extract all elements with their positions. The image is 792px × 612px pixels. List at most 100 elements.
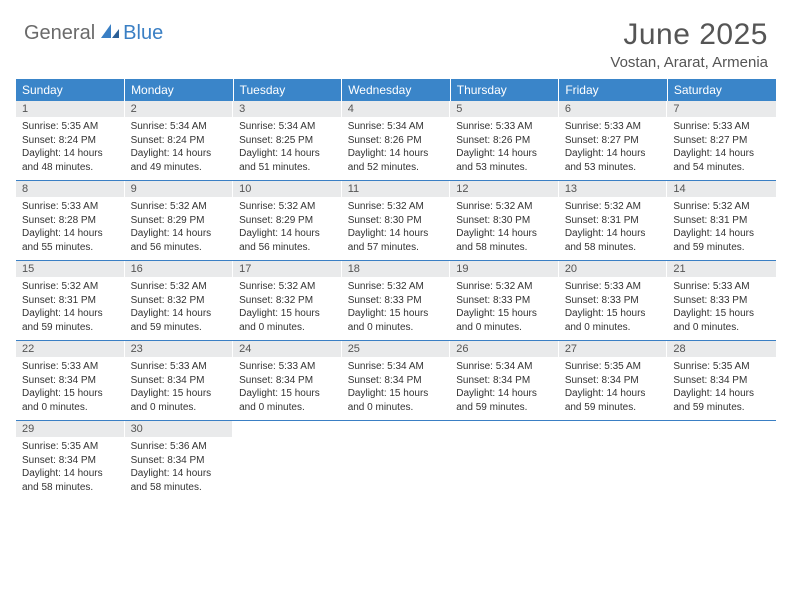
daylight-line: Daylight: 14 hours and 51 minutes. <box>239 147 336 174</box>
daylight-line: Daylight: 15 hours and 0 minutes. <box>456 307 553 334</box>
day-number: 11 <box>342 181 451 197</box>
day-body: Sunrise: 5:35 AMSunset: 8:34 PMDaylight:… <box>16 437 125 500</box>
sunset-line: Sunset: 8:31 PM <box>22 294 119 308</box>
sunrise-line: Sunrise: 5:34 AM <box>348 360 445 374</box>
sunset-line: Sunset: 8:34 PM <box>673 374 770 388</box>
day-body: Sunrise: 5:32 AMSunset: 8:30 PMDaylight:… <box>342 197 451 260</box>
weekday-header: Tuesday <box>233 79 342 101</box>
day-cell: 27Sunrise: 5:35 AMSunset: 8:34 PMDayligh… <box>559 341 668 421</box>
day-body: Sunrise: 5:32 AMSunset: 8:32 PMDaylight:… <box>233 277 342 340</box>
daylight-line: Daylight: 14 hours and 53 minutes. <box>565 147 662 174</box>
day-number: 22 <box>16 341 125 357</box>
day-body: Sunrise: 5:33 AMSunset: 8:33 PMDaylight:… <box>667 277 776 340</box>
sunset-line: Sunset: 8:33 PM <box>673 294 770 308</box>
weekday-header: Friday <box>559 79 668 101</box>
sunrise-line: Sunrise: 5:33 AM <box>565 280 662 294</box>
day-cell: 8Sunrise: 5:33 AMSunset: 8:28 PMDaylight… <box>16 181 125 261</box>
sunset-line: Sunset: 8:24 PM <box>131 134 228 148</box>
daylight-line: Daylight: 14 hours and 57 minutes. <box>348 227 445 254</box>
day-body: Sunrise: 5:32 AMSunset: 8:31 PMDaylight:… <box>16 277 125 340</box>
day-number: 30 <box>125 421 234 437</box>
day-cell: 7Sunrise: 5:33 AMSunset: 8:27 PMDaylight… <box>667 101 776 181</box>
logo: General Blue <box>24 22 163 45</box>
weekday-header: Sunday <box>16 79 125 101</box>
sunset-line: Sunset: 8:34 PM <box>239 374 336 388</box>
day-body: Sunrise: 5:35 AMSunset: 8:24 PMDaylight:… <box>16 117 125 180</box>
sunrise-line: Sunrise: 5:33 AM <box>673 280 770 294</box>
sunset-line: Sunset: 8:27 PM <box>565 134 662 148</box>
day-cell: 5Sunrise: 5:33 AMSunset: 8:26 PMDaylight… <box>450 101 559 181</box>
sunrise-line: Sunrise: 5:32 AM <box>348 280 445 294</box>
day-cell: 21Sunrise: 5:33 AMSunset: 8:33 PMDayligh… <box>667 261 776 341</box>
logo-sail-icon <box>99 22 121 45</box>
sunrise-line: Sunrise: 5:32 AM <box>131 280 228 294</box>
day-number: 27 <box>559 341 668 357</box>
day-cell: 24Sunrise: 5:33 AMSunset: 8:34 PMDayligh… <box>233 341 342 421</box>
daylight-line: Daylight: 15 hours and 0 minutes. <box>565 307 662 334</box>
sunrise-line: Sunrise: 5:32 AM <box>565 200 662 214</box>
day-number: 21 <box>667 261 776 277</box>
day-cell: 22Sunrise: 5:33 AMSunset: 8:34 PMDayligh… <box>16 341 125 421</box>
day-body: Sunrise: 5:35 AMSunset: 8:34 PMDaylight:… <box>667 357 776 420</box>
day-body: Sunrise: 5:34 AMSunset: 8:34 PMDaylight:… <box>342 357 451 420</box>
sunrise-line: Sunrise: 5:35 AM <box>565 360 662 374</box>
sunrise-line: Sunrise: 5:34 AM <box>131 120 228 134</box>
day-number: 17 <box>233 261 342 277</box>
sunrise-line: Sunrise: 5:33 AM <box>22 200 119 214</box>
daylight-line: Daylight: 15 hours and 0 minutes. <box>239 307 336 334</box>
day-cell: 29Sunrise: 5:35 AMSunset: 8:34 PMDayligh… <box>16 421 125 501</box>
day-cell <box>667 421 776 501</box>
day-number: 16 <box>125 261 234 277</box>
sunrise-line: Sunrise: 5:32 AM <box>22 280 119 294</box>
sunset-line: Sunset: 8:34 PM <box>456 374 553 388</box>
daylight-line: Daylight: 14 hours and 59 minutes. <box>673 387 770 414</box>
daylight-line: Daylight: 14 hours and 56 minutes. <box>239 227 336 254</box>
sunset-line: Sunset: 8:34 PM <box>131 374 228 388</box>
sunrise-line: Sunrise: 5:33 AM <box>456 120 553 134</box>
day-body: Sunrise: 5:34 AMSunset: 8:34 PMDaylight:… <box>450 357 559 420</box>
sunrise-line: Sunrise: 5:32 AM <box>239 200 336 214</box>
sunset-line: Sunset: 8:34 PM <box>131 454 228 468</box>
daylight-line: Daylight: 14 hours and 56 minutes. <box>131 227 228 254</box>
sunrise-line: Sunrise: 5:34 AM <box>348 120 445 134</box>
sunrise-line: Sunrise: 5:32 AM <box>456 200 553 214</box>
sunset-line: Sunset: 8:29 PM <box>239 214 336 228</box>
sunrise-line: Sunrise: 5:33 AM <box>239 360 336 374</box>
logo-text-general: General <box>24 22 95 45</box>
daylight-line: Daylight: 14 hours and 58 minutes. <box>565 227 662 254</box>
sunset-line: Sunset: 8:25 PM <box>239 134 336 148</box>
day-cell: 15Sunrise: 5:32 AMSunset: 8:31 PMDayligh… <box>16 261 125 341</box>
sunrise-line: Sunrise: 5:35 AM <box>673 360 770 374</box>
day-body: Sunrise: 5:33 AMSunset: 8:34 PMDaylight:… <box>125 357 234 420</box>
sunset-line: Sunset: 8:33 PM <box>456 294 553 308</box>
sunset-line: Sunset: 8:26 PM <box>348 134 445 148</box>
day-cell: 26Sunrise: 5:34 AMSunset: 8:34 PMDayligh… <box>450 341 559 421</box>
daylight-line: Daylight: 15 hours and 0 minutes. <box>131 387 228 414</box>
day-body: Sunrise: 5:33 AMSunset: 8:33 PMDaylight:… <box>559 277 668 340</box>
sunset-line: Sunset: 8:30 PM <box>348 214 445 228</box>
day-cell: 23Sunrise: 5:33 AMSunset: 8:34 PMDayligh… <box>125 341 234 421</box>
day-cell: 6Sunrise: 5:33 AMSunset: 8:27 PMDaylight… <box>559 101 668 181</box>
calendar-row: 15Sunrise: 5:32 AMSunset: 8:31 PMDayligh… <box>16 261 776 341</box>
sunrise-line: Sunrise: 5:32 AM <box>131 200 228 214</box>
daylight-line: Daylight: 14 hours and 59 minutes. <box>131 307 228 334</box>
day-number: 24 <box>233 341 342 357</box>
daylight-line: Daylight: 15 hours and 0 minutes. <box>673 307 770 334</box>
sunset-line: Sunset: 8:33 PM <box>348 294 445 308</box>
day-number: 19 <box>450 261 559 277</box>
day-body: Sunrise: 5:32 AMSunset: 8:33 PMDaylight:… <box>342 277 451 340</box>
day-number: 7 <box>667 101 776 117</box>
day-cell <box>233 421 342 501</box>
day-body: Sunrise: 5:33 AMSunset: 8:27 PMDaylight:… <box>667 117 776 180</box>
calendar-row: 22Sunrise: 5:33 AMSunset: 8:34 PMDayligh… <box>16 341 776 421</box>
day-cell: 17Sunrise: 5:32 AMSunset: 8:32 PMDayligh… <box>233 261 342 341</box>
daylight-line: Daylight: 15 hours and 0 minutes. <box>22 387 119 414</box>
day-number: 13 <box>559 181 668 197</box>
day-number: 1 <box>16 101 125 117</box>
day-number: 18 <box>342 261 451 277</box>
calendar-row: 1Sunrise: 5:35 AMSunset: 8:24 PMDaylight… <box>16 101 776 181</box>
sunrise-line: Sunrise: 5:34 AM <box>239 120 336 134</box>
day-body: Sunrise: 5:34 AMSunset: 8:24 PMDaylight:… <box>125 117 234 180</box>
day-cell: 14Sunrise: 5:32 AMSunset: 8:31 PMDayligh… <box>667 181 776 261</box>
day-number: 29 <box>16 421 125 437</box>
